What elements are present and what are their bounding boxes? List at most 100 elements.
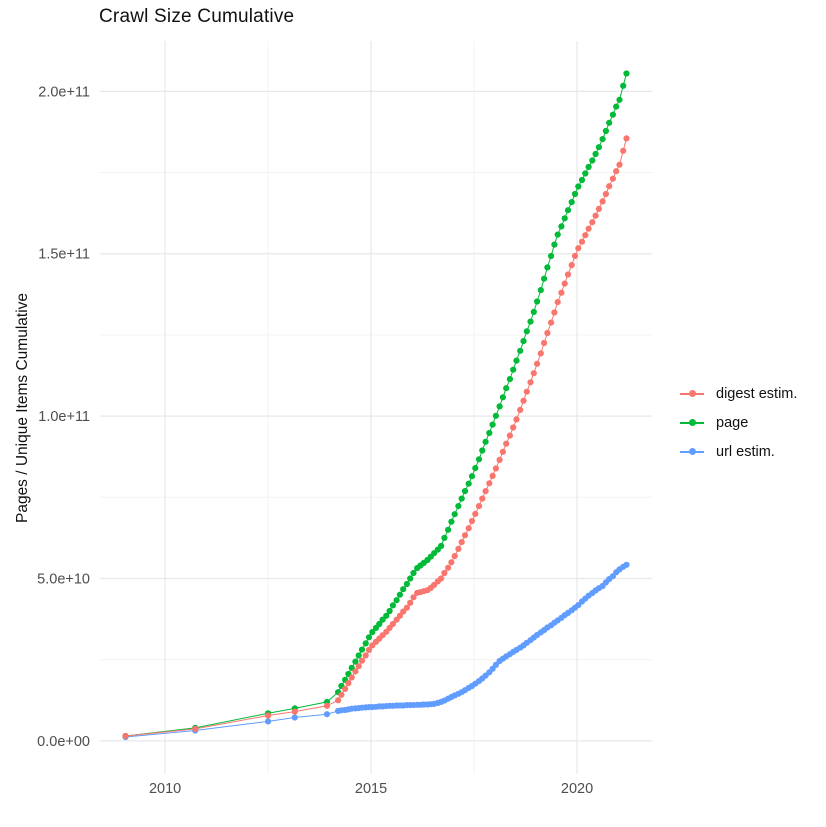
point-page (558, 223, 565, 230)
point-digest (623, 135, 630, 142)
point-page (489, 421, 496, 428)
point-url (492, 661, 499, 669)
point-digest (265, 712, 272, 719)
point-digest (564, 271, 572, 278)
y-axis-title: Pages / Unique Items Cumulative (14, 292, 31, 524)
point-page (499, 394, 506, 401)
x-tick-label: 2015 (355, 781, 387, 797)
point-page (561, 215, 568, 222)
point-digest (441, 569, 448, 577)
point-page (492, 412, 499, 419)
point-page (475, 456, 483, 463)
point-digest (613, 168, 620, 175)
point-digest (348, 674, 355, 681)
point-page (479, 447, 486, 454)
point-digest (561, 280, 568, 287)
point-page (407, 575, 414, 582)
point-page (623, 70, 630, 77)
point-page (386, 607, 393, 615)
point-page (541, 275, 548, 282)
point-page (534, 298, 541, 305)
point-digest (599, 198, 606, 205)
point-page (458, 495, 465, 502)
point-page (472, 465, 479, 472)
point-page (548, 252, 555, 260)
point-page (530, 308, 537, 315)
point-digest (534, 360, 541, 367)
point-digest (345, 680, 352, 687)
point-page (616, 96, 623, 103)
point-page (620, 82, 627, 89)
point-digest (445, 564, 452, 571)
point-digest (458, 539, 465, 546)
x-tick-label: 2020 (561, 781, 593, 797)
point-digest (510, 424, 517, 431)
point-page (465, 480, 472, 487)
point-digest (551, 309, 558, 316)
point-page (595, 144, 603, 151)
point-digest (616, 161, 623, 168)
point-page (592, 150, 599, 158)
point-digest (438, 575, 445, 582)
point-digest (513, 416, 520, 423)
point-page (609, 111, 617, 118)
point-page (403, 580, 410, 588)
point-digest (578, 238, 586, 245)
point-digest (122, 732, 129, 740)
point-page (352, 658, 359, 665)
y-tick-label: 1.0e+11 (38, 409, 90, 425)
point-page (527, 318, 534, 325)
point-digest (499, 448, 506, 455)
point-page (606, 119, 613, 126)
point-digest (192, 725, 199, 733)
point-page (383, 612, 390, 619)
point-digest (568, 262, 575, 269)
point-digest (523, 388, 530, 395)
point-digest (338, 691, 345, 698)
point-digest (400, 608, 407, 615)
legend-item-page: page (680, 408, 797, 437)
point-digest (582, 232, 589, 239)
point-page (389, 602, 396, 609)
y-tick-label: 5.0e+10 (37, 571, 90, 587)
point-page (445, 526, 452, 533)
point-digest (335, 697, 342, 704)
point-digest (520, 397, 527, 404)
point-digest (506, 432, 513, 439)
point-digest (530, 370, 537, 377)
point-digest (451, 553, 458, 560)
point-digest (606, 183, 613, 190)
point-page (568, 199, 575, 206)
legend-label-page: page (716, 414, 749, 431)
point-digest (448, 559, 455, 566)
point-page (468, 473, 476, 480)
point-digest (482, 488, 489, 495)
legend-item-url: url estim. (680, 437, 797, 466)
point-digest (486, 480, 493, 487)
point-digest (468, 517, 476, 525)
point-digest (358, 657, 366, 664)
point-digest (503, 440, 510, 447)
point-page (506, 376, 513, 383)
point-digest (589, 219, 596, 226)
point-page (393, 597, 400, 604)
point-page (438, 542, 445, 550)
point-page (496, 403, 503, 410)
point-page (362, 640, 369, 647)
point-digest (455, 545, 462, 553)
point-page (358, 646, 366, 653)
point-url (323, 711, 331, 718)
point-digest (396, 612, 403, 619)
point-page (520, 338, 527, 345)
point-digest (595, 205, 603, 212)
point-page (461, 488, 469, 495)
point-page (613, 103, 620, 110)
point-page (486, 429, 493, 437)
point-digest (592, 212, 599, 219)
legend-label-digest: digest estim. (716, 385, 798, 402)
point-digest (291, 708, 298, 715)
y-tick-label: 1.5e+11 (38, 247, 90, 263)
point-page (551, 241, 558, 248)
